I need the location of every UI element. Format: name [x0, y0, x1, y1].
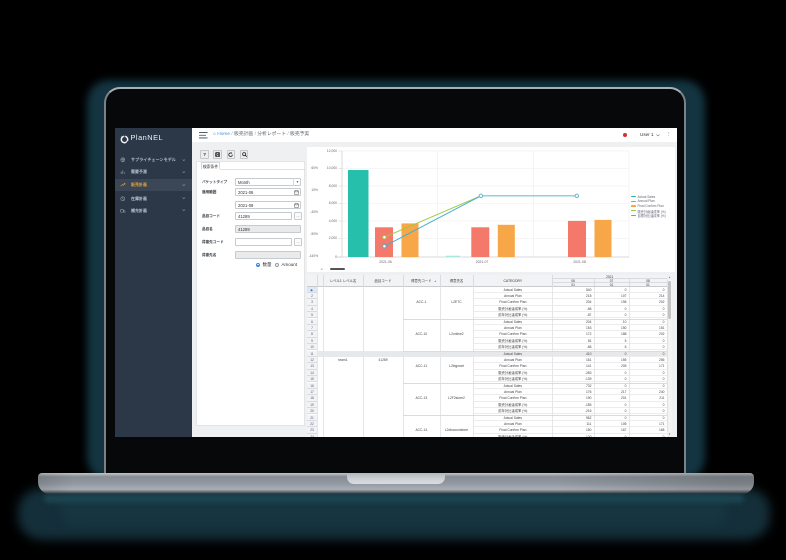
svg-text:?: ?: [203, 152, 206, 157]
